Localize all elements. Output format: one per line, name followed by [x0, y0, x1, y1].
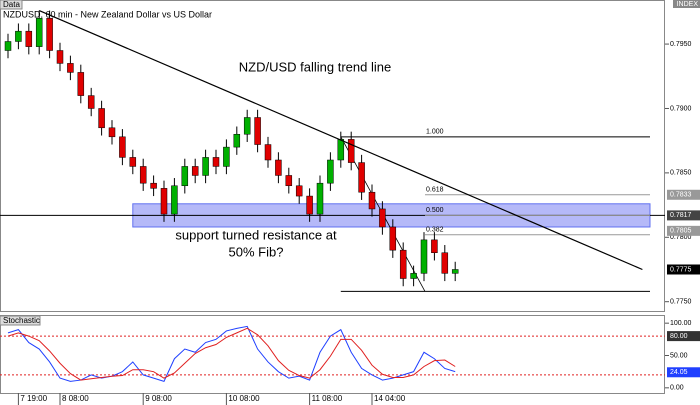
candle-body	[108, 127, 116, 138]
annotation: NZD/USD falling trend line	[239, 59, 391, 74]
x-tick-label: 7 19:00	[20, 394, 47, 403]
y-tick-label: 0.00	[670, 385, 684, 392]
candle-body	[275, 159, 282, 176]
candle-body	[243, 117, 251, 135]
candle-body	[202, 157, 209, 176]
candle-body	[77, 72, 85, 96]
candle-body	[223, 146, 230, 167]
price-marker	[667, 210, 700, 221]
price-marker-label: 0.7817	[670, 212, 692, 219]
fib-label: 0.618	[426, 187, 444, 194]
candle-body	[441, 252, 449, 274]
price-panel	[0, 0, 665, 312]
candle-body	[25, 30, 33, 47]
y-tick-label: 0.7850	[670, 170, 692, 177]
tab	[0, 0, 23, 10]
candle-body	[35, 18, 43, 47]
level-box	[667, 331, 700, 342]
annotation: 50% Fib?	[229, 244, 284, 259]
price-marker-label: 0.7775	[670, 266, 692, 273]
candle-body	[410, 273, 417, 279]
candle-body	[431, 239, 438, 253]
tab-label: Data	[3, 0, 20, 9]
y-tick-label: 50.00	[670, 352, 688, 359]
candle-body	[399, 249, 407, 279]
candle-body	[4, 41, 12, 51]
candle-body	[46, 18, 53, 51]
candle-body	[285, 175, 293, 187]
candle-body	[15, 30, 22, 42]
candle-body	[337, 139, 345, 161]
candle-body	[306, 195, 313, 215]
stoch-title: Stochastic	[3, 316, 40, 325]
stoch-line	[7, 325, 456, 382]
candle-body	[420, 239, 428, 274]
candle-body	[368, 191, 376, 210]
price-marker	[667, 264, 700, 275]
candle-body	[316, 182, 324, 215]
y-tick-label: 100.00	[670, 320, 692, 327]
x-tick-label: 11 08:00	[312, 394, 343, 403]
index-label: INDEX	[677, 1, 699, 8]
stoch-line	[7, 327, 456, 381]
candle-body	[212, 157, 220, 167]
candle-body	[87, 95, 95, 109]
fib-label: 0.382	[426, 227, 444, 234]
candle-body	[264, 144, 272, 161]
candle-body	[181, 166, 189, 187]
current-box	[667, 367, 700, 378]
level-label: 80.00	[670, 333, 688, 340]
tab	[0, 315, 41, 326]
candle-body	[295, 185, 303, 197]
candle-body	[160, 188, 168, 215]
chart-title: NZDUSD, 60 min - New Zealand Dollar vs U…	[3, 9, 212, 19]
price-marker-label: 0.7833	[670, 192, 692, 199]
candle-body	[451, 269, 459, 274]
candle-body	[358, 162, 365, 193]
candle-body	[98, 108, 105, 129]
y-tick-label: 0.7950	[670, 41, 692, 48]
price-marker	[667, 225, 700, 236]
annotation: support turned resistance at	[175, 227, 337, 242]
candle-body	[150, 182, 157, 189]
candle-body	[191, 166, 199, 176]
candle-body	[379, 208, 386, 228]
stoch-panel	[0, 315, 665, 394]
candle-body	[389, 226, 397, 251]
fib-label: 0.500	[426, 207, 444, 214]
y-tick-label: 0.7750	[670, 299, 692, 306]
price-marker	[667, 189, 700, 200]
candle-body	[119, 136, 126, 158]
trend-line	[38, 10, 643, 271]
x-tick-label: 9 08:00	[145, 394, 172, 403]
candle-body	[171, 185, 178, 215]
candle-body	[327, 159, 334, 184]
candle-body	[254, 117, 261, 145]
current-label: 24.05	[670, 369, 688, 376]
candle-body	[129, 157, 137, 167]
y-tick-label: 0.7900	[670, 105, 692, 112]
candle-body	[233, 133, 241, 148]
fib-label: 1.000	[426, 129, 444, 136]
x-tick-label: 10 08:00	[228, 394, 260, 403]
candle-body	[347, 139, 355, 163]
price-marker-label: 0.7805	[670, 228, 692, 235]
candle-body	[56, 50, 64, 64]
y-tick-label: 0.7800	[670, 234, 692, 241]
index-box	[673, 0, 700, 8]
x-tick-label: 8 08:00	[62, 394, 89, 403]
x-tick-label: 14 04:00	[374, 394, 406, 403]
candle-body	[67, 63, 74, 73]
candle-body	[139, 166, 147, 184]
